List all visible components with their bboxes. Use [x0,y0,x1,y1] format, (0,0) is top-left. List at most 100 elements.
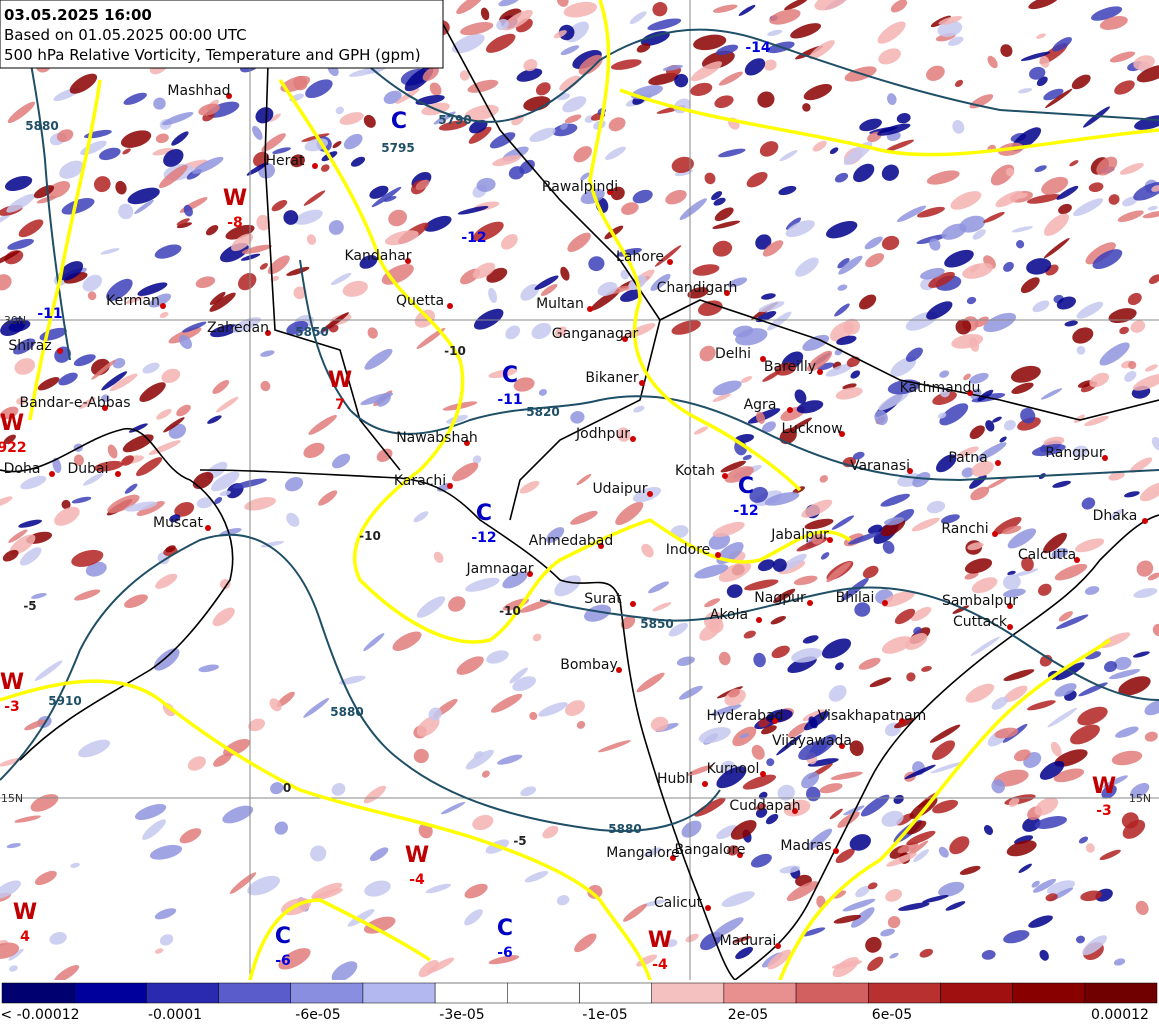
vorticity-blob [919,948,934,958]
vorticity-blob [878,48,901,65]
vorticity-blob [751,744,765,760]
colorbar-swatch [146,982,219,1004]
vorticity-blob [812,140,827,152]
vorticity-blob [416,716,440,737]
city-marker [1007,603,1013,609]
vorticity-blob [1056,614,1089,630]
center-value: -4 [409,872,425,888]
city-label: Surat [584,591,622,607]
vorticity-blob [785,220,815,238]
vorticity-blob [835,387,863,400]
city-label: Calcutta [1018,547,1076,563]
vorticity-blob [468,126,492,144]
center-value: -14 [745,40,771,56]
vorticity-blob [679,198,707,220]
vorticity-blob [769,9,801,25]
vorticity-blob [78,397,96,409]
vorticity-blob [270,782,284,795]
vorticity-blob [1111,750,1143,766]
center-value: -11 [37,306,62,322]
city-label: Bangalore [674,842,745,858]
vorticity-blob [570,411,585,424]
vorticity-blob [610,59,642,70]
vorticity-blob [880,493,910,507]
vorticity-blob [120,130,152,148]
vorticity-blob [388,209,407,227]
vorticity-blob [161,368,181,384]
vorticity-blob [666,939,678,948]
vorticity-blob [853,163,875,183]
city-marker [839,743,845,749]
vorticity-blob [910,606,932,622]
vorticity-blob [106,278,133,301]
vorticity-blob [999,436,1007,443]
vorticity-blob [1132,651,1150,658]
vorticity-blob [784,0,809,11]
vorticity-blob [219,579,231,590]
vorticity-blob [969,372,989,384]
city-marker [160,303,166,309]
vorticity-blob [992,416,1002,423]
vorticity-blob [532,633,542,642]
vorticity-blob [727,277,748,288]
vorticity-blob [212,607,235,627]
vorticity-blob [886,852,917,867]
vorticity-blob [1119,163,1144,175]
vorticity-blob [819,475,828,483]
vorticity-blob [746,171,768,188]
center-letter: C [497,916,513,941]
vorticity-blob [1144,700,1159,716]
vorticity-blob [383,195,397,202]
city-label: Hubli [657,771,693,787]
vorticity-blob [519,599,552,613]
vorticity-blob [182,321,207,333]
vorticity-blob [216,396,239,413]
city-label: Ahmedabad [529,533,614,549]
vorticity-blob [156,408,172,420]
vorticity-blob [176,404,191,417]
vorticity-blob [697,300,723,316]
vorticity-blob [913,626,922,635]
city-marker [827,537,833,543]
vorticity-blob [1043,532,1067,554]
vorticity-blob [716,44,739,56]
vorticity-blob [364,348,393,370]
vorticity-blob [821,638,852,659]
vorticity-blob [553,30,567,39]
vorticity-blob [500,234,518,250]
vorticity-blob [1099,632,1131,649]
vorticity-blob [778,185,797,196]
vorticity-blob [1043,237,1070,259]
vorticity-blob [849,740,864,757]
vorticity-blob [7,238,34,250]
vorticity-blob [1003,261,1014,272]
colorbar-swatch [507,982,580,1004]
vorticity-blob [906,820,927,835]
vorticity-blob [472,262,496,279]
city-label: Jodhpur [575,426,630,442]
vorticity-blob [1147,205,1158,211]
vorticity-blob [877,123,911,136]
vorticity-blob [489,132,516,149]
vorticity-blob [459,70,470,81]
colorbar-swatch [940,982,1013,1004]
vorticity-blob [1119,326,1129,335]
vorticity-blob [359,255,378,269]
vorticity-blob [587,884,603,899]
vorticity-blob [712,380,742,396]
vorticity-blob [616,427,631,442]
vorticity-blob [1133,373,1159,391]
vorticity-blob [970,636,1000,656]
city-marker [992,531,998,537]
vorticity-blob [802,334,830,351]
vorticity-blob [750,853,772,868]
vorticity-blob [929,724,961,743]
center-value: -11 [497,392,522,408]
city-marker [792,808,798,814]
vorticity-blob [787,722,809,738]
vorticity-blob [786,881,819,902]
vorticity-blob [1032,300,1050,313]
vorticity-blob [1099,849,1121,861]
vorticity-blob [308,414,337,435]
vorticity-blob [383,90,402,105]
